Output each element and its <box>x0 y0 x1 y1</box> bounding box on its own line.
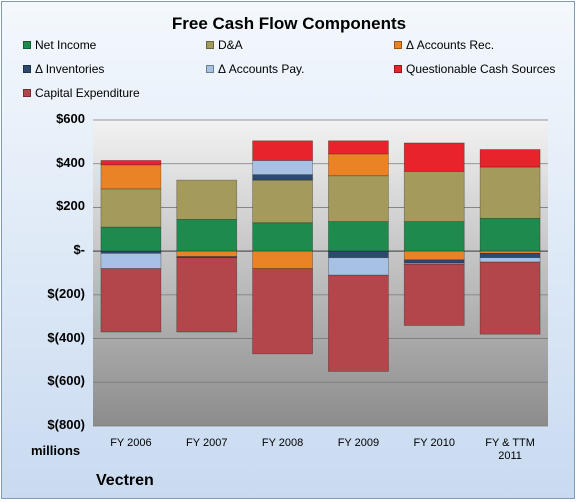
legend-item: Δ Accounts Pay. <box>206 62 305 76</box>
bar-segment-capital-expenditure <box>100 268 162 333</box>
y-tick-label: $(400) <box>47 329 85 345</box>
bar-segment-d-a <box>252 179 313 224</box>
bar-segment-questionable-cash-sources <box>403 142 465 172</box>
bar-segment-net-income <box>328 221 389 252</box>
bar-segment-d-a <box>328 175 389 222</box>
bar-segment-questionable-cash-sources <box>100 160 162 166</box>
legend-label: Net Income <box>35 38 97 52</box>
bar-segment-d-a <box>176 179 238 220</box>
x-tick-label: FY 2010 <box>413 437 455 449</box>
company-name: Vectren <box>96 472 154 489</box>
bar-segment-accounts-rec <box>328 153 389 177</box>
legend-item: Questionable Cash Sources <box>394 62 555 76</box>
bar-segment-d-a <box>100 188 162 228</box>
y-tick-label: $600 <box>56 111 85 126</box>
x-tick-label: FY 2007 <box>186 437 228 449</box>
legend-item: Δ Inventories <box>23 62 104 76</box>
legend-swatch <box>23 41 31 49</box>
bar-segment-accounts-rec <box>252 250 313 269</box>
y-tick-label: $- <box>73 242 85 258</box>
bar-segment-net-income <box>252 222 313 252</box>
bar-segment-capital-expenditure <box>252 268 313 355</box>
legend-item: Δ Accounts Rec. <box>394 38 494 52</box>
bar-segment-accounts-pay <box>479 257 541 263</box>
bar-segment-questionable-cash-sources <box>479 149 541 168</box>
bar-segment-d-a <box>479 166 541 219</box>
legend-item: Net Income <box>23 38 96 52</box>
x-tick-label: FY & TTM 2011 <box>485 437 535 462</box>
legend-label: Capital Expenditure <box>35 86 140 100</box>
bar-segment-capital-expenditure <box>176 257 238 333</box>
bar-segment-capital-expenditure <box>479 261 541 335</box>
legend-swatch <box>206 65 214 73</box>
x-tick-label: FY 2009 <box>337 437 380 449</box>
bar-segment-net-income <box>403 221 465 252</box>
chart-title: Free Cash Flow Components <box>171 14 407 33</box>
legend-label: Δ Accounts Pay. <box>218 62 305 76</box>
x-tick-label: FY 2006 <box>110 437 152 449</box>
bar-segment-net-income <box>479 218 541 252</box>
bar-segment-inventories <box>479 252 541 259</box>
bar-segment-questionable-cash-sources <box>328 140 389 155</box>
legend-swatch <box>23 65 31 73</box>
bar-segment-inventories <box>328 250 389 259</box>
legend-swatch <box>394 65 402 73</box>
bar-segment-questionable-cash-sources <box>252 140 313 161</box>
y-tick-label: $400 <box>56 154 85 170</box>
x-tick-label: FY 2008 <box>261 437 304 449</box>
y-tick-label: $(600) <box>47 373 85 389</box>
bar-segment-capital-expenditure <box>328 274 389 372</box>
legend-swatch <box>394 41 402 49</box>
bar-segment-inventories <box>403 259 465 264</box>
y-tick-label: $(800) <box>47 417 85 432</box>
legend-swatch <box>206 41 214 49</box>
y-tick-label: $(200) <box>47 285 85 301</box>
bar-segment-accounts-rec <box>100 164 162 190</box>
bar-segment-capital-expenditure <box>403 263 465 326</box>
legend-label: Questionable Cash Sources <box>406 62 556 76</box>
legend-swatch <box>23 89 31 97</box>
legend-label: Δ Inventories <box>35 62 105 76</box>
bar-segment-accounts-pay <box>328 257 389 276</box>
legend-label: D&A <box>218 38 243 52</box>
bar-segment-accounts-rec <box>176 250 238 257</box>
legend-item: D&A <box>206 38 243 52</box>
legend-label: Δ Accounts Rec. <box>406 38 495 52</box>
y-axis-units-label: millions <box>31 443 81 458</box>
bar-segment-net-income <box>176 219 238 252</box>
bar-segment-net-income <box>100 226 162 252</box>
bar-segment-accounts-pay <box>252 160 313 175</box>
bar-segment-d-a <box>403 171 465 222</box>
bar-segment-accounts-rec <box>403 250 465 261</box>
legend-item: Capital Expenditure <box>23 86 140 100</box>
plot-area <box>93 120 548 426</box>
y-tick-label: $200 <box>56 198 85 214</box>
bar-segment-accounts-pay <box>100 252 162 269</box>
bar-segment-inventories <box>252 174 313 181</box>
